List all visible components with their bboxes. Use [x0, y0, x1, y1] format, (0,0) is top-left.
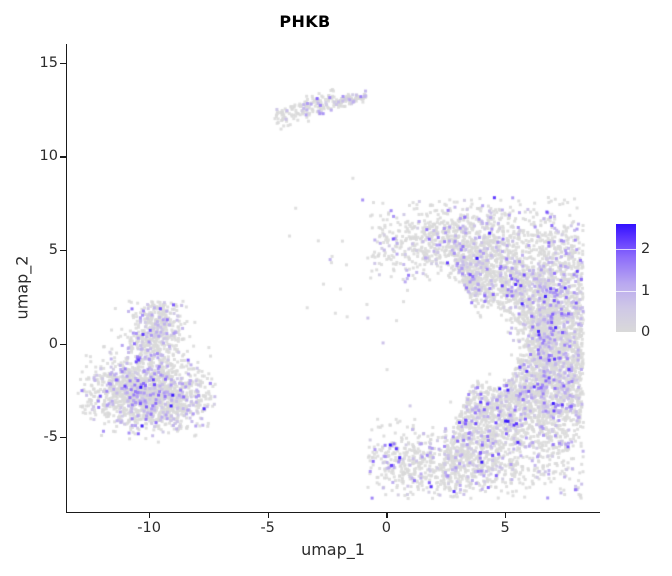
y-tick-mark — [60, 343, 66, 345]
colorbar-tick-label: 1 — [641, 282, 651, 299]
x-tick-mark — [386, 512, 388, 518]
colorbar-tick-label: 0 — [641, 324, 651, 340]
x-tick-mark — [505, 512, 507, 518]
x-tick-label: 0 — [381, 520, 391, 536]
colorbar-tick-mark — [616, 290, 636, 292]
colorbar-tick-mark — [616, 248, 636, 251]
x-tick-label: -10 — [137, 520, 161, 536]
y-tick-mark — [60, 62, 66, 64]
colorbar-tick-label: 2 — [641, 240, 651, 257]
y-tick-label: -5 — [43, 429, 58, 446]
y-axis-label: umap_2 — [12, 255, 32, 320]
y-tick-label: 5 — [48, 241, 58, 258]
x-axis-label: umap_1 — [301, 540, 365, 559]
y-tick-mark — [60, 249, 66, 252]
y-tick-mark — [60, 156, 66, 158]
y-tick-mark — [60, 437, 66, 439]
x-tick-label: -5 — [260, 520, 275, 536]
x-tick-mark — [267, 512, 269, 518]
y-tick-label: 10 — [39, 148, 58, 165]
x-tick-mark — [149, 512, 151, 518]
x-tick-label: 5 — [500, 520, 510, 536]
x-axis-line — [66, 511, 600, 513]
y-axis-line — [66, 44, 68, 513]
y-tick-label: 0 — [48, 335, 58, 352]
y-tick-label: 15 — [39, 54, 58, 71]
colorbar-gradient — [616, 224, 636, 332]
